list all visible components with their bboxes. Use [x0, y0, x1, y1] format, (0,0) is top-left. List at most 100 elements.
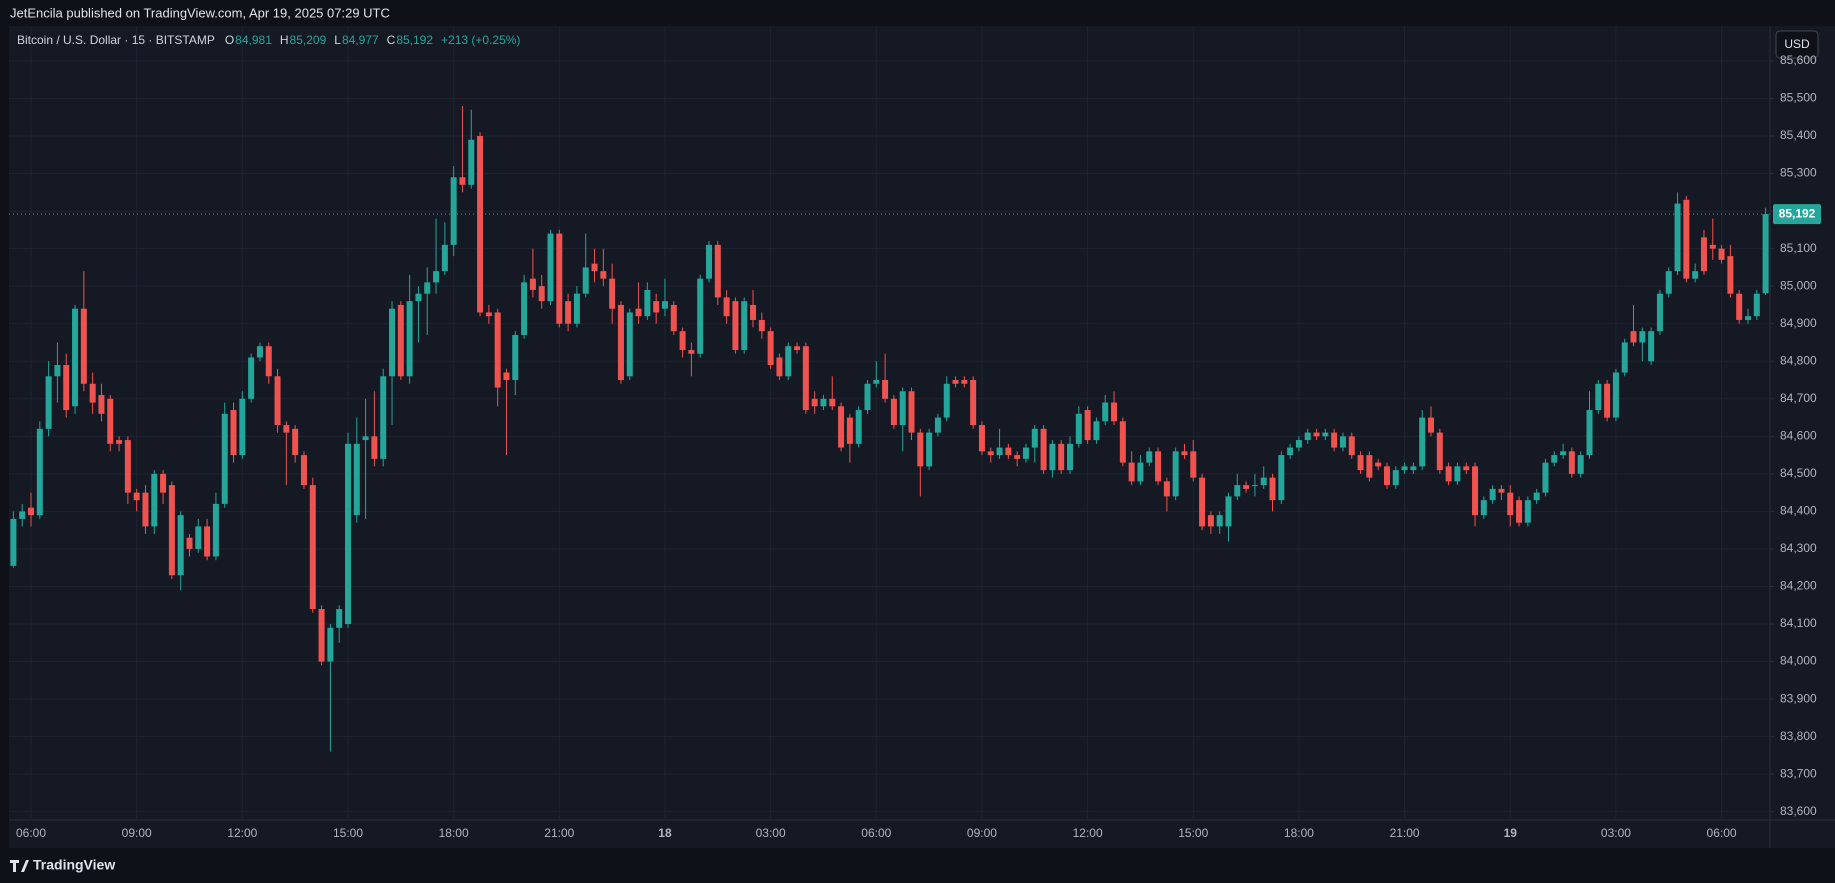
y-tick-label: 83,900	[1780, 691, 1817, 705]
candle-body	[380, 376, 387, 459]
candle-body	[239, 398, 246, 456]
candle-body	[864, 383, 871, 411]
candle-body	[406, 301, 413, 377]
candle-body	[811, 398, 818, 407]
candle-body	[1692, 271, 1699, 279]
candle-body	[300, 455, 307, 486]
candle-body	[1401, 466, 1408, 471]
candle-body	[1498, 488, 1505, 493]
candle-body	[732, 301, 739, 350]
candle-body	[1410, 466, 1417, 471]
candle-body	[591, 263, 598, 272]
candle-body	[274, 376, 281, 426]
candle-body	[1463, 466, 1470, 471]
time-axis	[9, 820, 1770, 848]
candle-body	[265, 346, 272, 377]
candle-body	[1260, 477, 1267, 486]
candle-body	[1278, 455, 1285, 501]
candle-body	[1428, 417, 1435, 433]
candle-body	[1357, 455, 1364, 471]
x-tick-label: 09:00	[122, 826, 152, 840]
candle-body	[697, 278, 704, 354]
candle-body	[1234, 485, 1241, 497]
candle-body	[521, 282, 528, 335]
x-tick-label: 18	[658, 826, 672, 840]
candle-body	[1313, 432, 1320, 437]
candle-body	[600, 271, 607, 279]
y-tick-label: 85,600	[1780, 53, 1817, 67]
ohlc-value: 85,209	[290, 33, 327, 47]
candle-body	[1560, 451, 1567, 456]
candle-body	[195, 526, 202, 549]
candle-body	[1656, 293, 1663, 332]
candle-body	[1568, 451, 1575, 474]
x-tick-label: 18:00	[1284, 826, 1314, 840]
y-tick-label: 84,100	[1780, 616, 1817, 630]
candle-body	[133, 492, 140, 501]
candle-body	[776, 357, 783, 377]
candle-body	[468, 139, 475, 185]
currency[interactable]: USD	[1784, 37, 1810, 51]
y-tick-label: 84,900	[1780, 316, 1817, 330]
candle-body	[741, 301, 748, 350]
candle-body	[142, 492, 149, 527]
candle-body	[538, 286, 545, 302]
candle-body	[899, 391, 906, 426]
candle-body	[45, 376, 52, 429]
candle-body	[829, 398, 836, 407]
candle-body	[107, 398, 114, 444]
candle-body	[1683, 199, 1690, 279]
logo-icon	[10, 860, 29, 872]
candle-body	[485, 312, 492, 317]
candle-body	[362, 436, 369, 441]
candle-body	[838, 406, 845, 448]
candle-body	[1207, 515, 1214, 527]
candle-body	[556, 233, 563, 324]
candle-body	[1674, 203, 1681, 272]
candle-body	[1542, 462, 1549, 493]
candle-body	[1375, 462, 1382, 467]
candle-body	[1621, 342, 1628, 373]
last-price-tag	[1773, 204, 1821, 225]
candle-body	[644, 289, 651, 317]
candle-body	[1604, 383, 1611, 418]
candle-body	[1128, 462, 1135, 482]
y-tick-label: 85,300	[1780, 166, 1817, 180]
candle-body	[547, 233, 554, 302]
candle-body	[248, 357, 255, 399]
x-tick-label: 06:00	[16, 826, 46, 840]
candle-body	[996, 447, 1003, 456]
candle-body	[371, 436, 378, 459]
candle-body	[1155, 451, 1162, 482]
candle-body	[1595, 383, 1602, 411]
candle-body	[1339, 436, 1346, 448]
candle-body	[441, 244, 448, 272]
candle-body	[80, 308, 87, 384]
candle-body	[160, 473, 167, 493]
candle-body	[494, 312, 501, 388]
x-tick-label: 15:00	[1178, 826, 1208, 840]
candle-body	[1146, 451, 1153, 463]
candle-body	[617, 304, 624, 381]
x-tick-label: 12:00	[1073, 826, 1103, 840]
candle-body	[415, 293, 422, 302]
currency-button[interactable]	[1775, 30, 1819, 59]
candle-body	[1586, 410, 1593, 456]
candle-body	[1665, 271, 1672, 294]
ohlc-value: 84,977	[342, 33, 379, 47]
candle-body	[1287, 447, 1294, 456]
candle-body	[529, 278, 536, 290]
plot-area	[9, 26, 1770, 820]
candle-body	[327, 627, 334, 662]
candle-body	[882, 380, 889, 399]
candle-body	[1480, 500, 1487, 516]
candle-body	[63, 364, 70, 411]
candle-body	[1014, 455, 1021, 459]
candle-body	[1119, 421, 1126, 463]
candle-body	[1022, 447, 1029, 459]
candle-body	[1612, 372, 1619, 418]
candle-body	[256, 346, 263, 358]
candle-body	[978, 425, 985, 452]
